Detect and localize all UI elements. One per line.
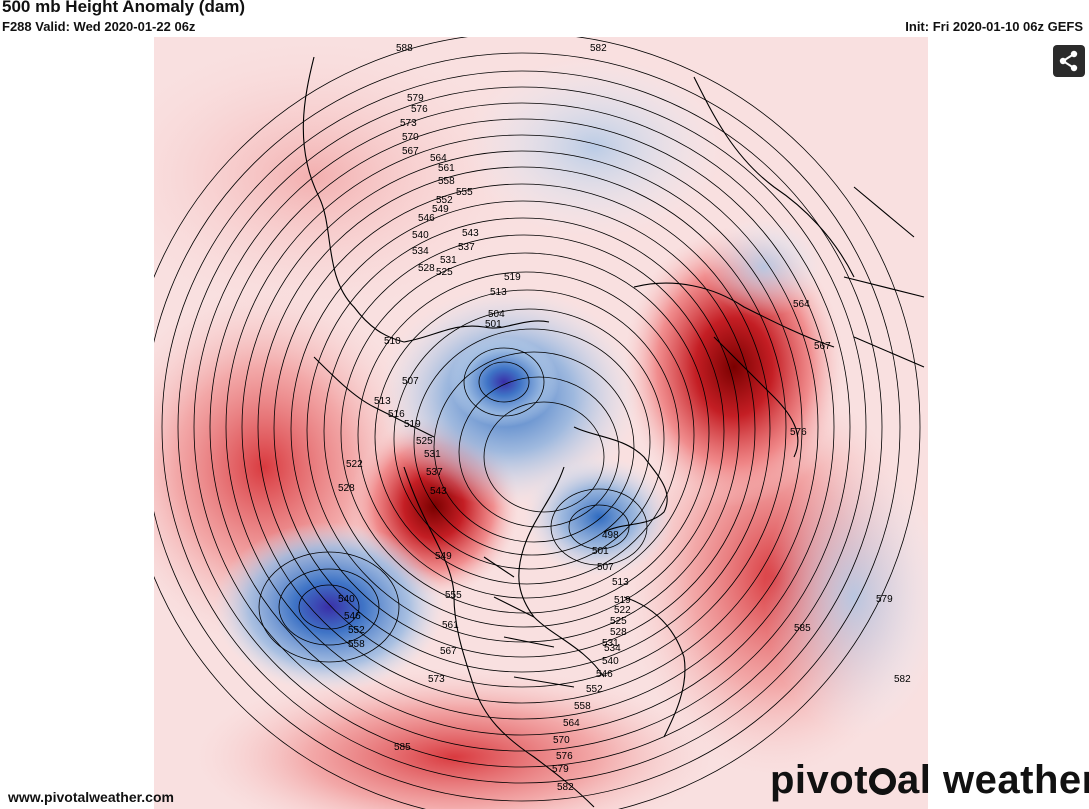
logo-ring-icon bbox=[869, 768, 897, 795]
contour-label: 564 bbox=[430, 153, 447, 164]
contour-label: 549 bbox=[432, 204, 449, 215]
contour-label: 564 bbox=[563, 718, 580, 729]
contour-label: 501 bbox=[485, 319, 502, 330]
contour-label: 507 bbox=[597, 562, 614, 573]
contour-label: 516 bbox=[388, 409, 405, 420]
contour-label: 534 bbox=[412, 246, 429, 257]
contour-label: 567 bbox=[440, 646, 457, 657]
contour-label: 576 bbox=[790, 427, 807, 438]
contour-label: 561 bbox=[438, 163, 455, 174]
contour-label: 522 bbox=[614, 605, 631, 616]
contour-label: 552 bbox=[586, 684, 603, 695]
contour-label: 588 bbox=[396, 43, 413, 54]
init-time: Init: Fri 2020-01-10 06z GEFS bbox=[905, 19, 1083, 34]
contour-label: 582 bbox=[557, 782, 574, 793]
contour-label: 570 bbox=[402, 132, 419, 143]
contour-label: 582 bbox=[590, 43, 607, 54]
contour-label: 558 bbox=[348, 639, 365, 650]
contour-label: 528 bbox=[338, 483, 355, 494]
contour-label: 576 bbox=[411, 104, 428, 115]
contour-label: 525 bbox=[436, 267, 453, 278]
contour-label: 519 bbox=[614, 595, 631, 606]
map-title: 500 mb Height Anomaly (dam) bbox=[2, 0, 246, 16]
contour-labels: 588 582 579 576 573 570 567 564 561 558 … bbox=[338, 43, 911, 793]
contour-label: 525 bbox=[416, 436, 433, 447]
logo-text-left: pivot bbox=[770, 758, 869, 802]
coastlines bbox=[302, 56, 925, 808]
share-icon bbox=[1059, 50, 1078, 72]
contour-label: 555 bbox=[456, 187, 473, 198]
height-anomaly-map: 588 582 579 576 573 570 567 564 561 558 … bbox=[154, 37, 928, 809]
contour-label: 549 bbox=[435, 551, 452, 562]
contour-label: 534 bbox=[604, 643, 621, 654]
contour-label: 570 bbox=[553, 735, 570, 746]
contour-label: 510 bbox=[384, 336, 401, 347]
contour-label: 543 bbox=[462, 228, 479, 239]
contour-label: 576 bbox=[556, 751, 573, 762]
contour-label: 567 bbox=[402, 146, 419, 157]
contour-label: 513 bbox=[374, 396, 391, 407]
contour-label: 579 bbox=[552, 764, 569, 775]
valid-time: F288 Valid: Wed 2020-01-22 06z bbox=[2, 19, 196, 34]
contour-label: 585 bbox=[794, 623, 811, 634]
logo-text-right: al weather bbox=[897, 758, 1089, 802]
contour-label: 552 bbox=[436, 195, 453, 206]
contour-label: 564 bbox=[793, 299, 810, 310]
website-url: www.pivotalweather.com bbox=[8, 789, 174, 805]
contour-label: 507 bbox=[402, 376, 419, 387]
contour-label: 513 bbox=[612, 577, 629, 588]
contour-label: 546 bbox=[596, 669, 613, 680]
contour-label: 558 bbox=[574, 701, 591, 712]
contour-label: 585 bbox=[394, 742, 411, 753]
contour-label: 519 bbox=[504, 272, 521, 283]
contour-label: 504 bbox=[488, 309, 505, 320]
contour-label: 531 bbox=[424, 449, 441, 460]
contour-label: 546 bbox=[418, 213, 435, 224]
contour-label: 525 bbox=[610, 616, 627, 627]
contour-label: 537 bbox=[426, 467, 443, 478]
contour-label: 582 bbox=[894, 674, 911, 685]
contour-label: 540 bbox=[338, 594, 355, 605]
contour-label: 543 bbox=[430, 486, 447, 497]
contour-label: 513 bbox=[490, 287, 507, 298]
contour-label: 537 bbox=[458, 242, 475, 253]
share-button[interactable] bbox=[1053, 45, 1085, 77]
contour-label: 528 bbox=[610, 627, 627, 638]
anomaly-shading bbox=[154, 37, 928, 809]
contour-label: 531 bbox=[440, 255, 457, 266]
contour-label: 579 bbox=[876, 594, 893, 605]
contour-label: 498 bbox=[602, 530, 619, 541]
contour-label: 558 bbox=[438, 176, 455, 187]
contour-label: 519 bbox=[404, 419, 421, 430]
contour-label: 573 bbox=[428, 674, 445, 685]
contour-label: 540 bbox=[412, 230, 429, 241]
contour-label: 573 bbox=[400, 118, 417, 129]
contour-label: 579 bbox=[407, 93, 424, 104]
contour-label: 531 bbox=[602, 638, 619, 649]
contour-label: 555 bbox=[445, 590, 462, 601]
contour-label: 501 bbox=[592, 546, 609, 557]
contour-label: 567 bbox=[814, 341, 831, 352]
contour-label: 552 bbox=[348, 625, 365, 636]
contour-label: 546 bbox=[344, 611, 361, 622]
height-contours bbox=[154, 37, 921, 809]
pivotal-weather-logo: pivot al weather bbox=[770, 758, 1089, 803]
contour-label: 561 bbox=[442, 620, 459, 631]
contour-label: 522 bbox=[346, 459, 363, 470]
contour-label: 528 bbox=[418, 263, 435, 274]
contour-label: 540 bbox=[602, 656, 619, 667]
